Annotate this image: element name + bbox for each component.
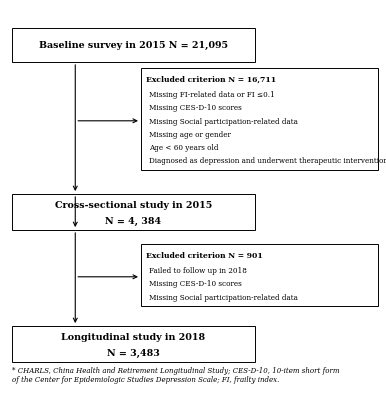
Text: Missing age or gender: Missing age or gender <box>149 131 230 139</box>
Text: Missing Social participation-related data: Missing Social participation-related dat… <box>149 118 298 126</box>
FancyBboxPatch shape <box>12 28 255 62</box>
Text: N = 3,483: N = 3,483 <box>107 348 159 358</box>
FancyBboxPatch shape <box>12 194 255 230</box>
Text: Missing CES-D-10 scores: Missing CES-D-10 scores <box>149 104 241 112</box>
Text: Missing CES-D-10 scores: Missing CES-D-10 scores <box>149 280 241 288</box>
Text: Missing FI-related data or FI ≤0.1: Missing FI-related data or FI ≤0.1 <box>149 91 274 99</box>
Text: * CHARLS, China Health and Retirement Longitudinal Study; CES-D-10, 10-item shor: * CHARLS, China Health and Retirement Lo… <box>12 367 339 384</box>
FancyBboxPatch shape <box>12 326 255 362</box>
Text: Excluded criterion N = 901: Excluded criterion N = 901 <box>146 252 262 260</box>
Text: Baseline survey in 2015 N = 21,095: Baseline survey in 2015 N = 21,095 <box>39 40 228 50</box>
FancyBboxPatch shape <box>141 244 378 306</box>
Text: N = 4, 384: N = 4, 384 <box>105 216 161 226</box>
Text: Longitudinal study in 2018: Longitudinal study in 2018 <box>61 333 205 342</box>
Text: Diagnosed as depression and underwent therapeutic intervention: Diagnosed as depression and underwent th… <box>149 157 386 165</box>
Text: Age < 60 years old: Age < 60 years old <box>149 144 218 152</box>
Text: Cross-sectional study in 2015: Cross-sectional study in 2015 <box>54 201 212 210</box>
Text: Failed to follow up in 2018: Failed to follow up in 2018 <box>149 267 247 275</box>
Text: Excluded criterion N = 16,711: Excluded criterion N = 16,711 <box>146 76 276 84</box>
FancyBboxPatch shape <box>141 68 378 170</box>
Text: Missing Social participation-related data: Missing Social participation-related dat… <box>149 294 298 302</box>
